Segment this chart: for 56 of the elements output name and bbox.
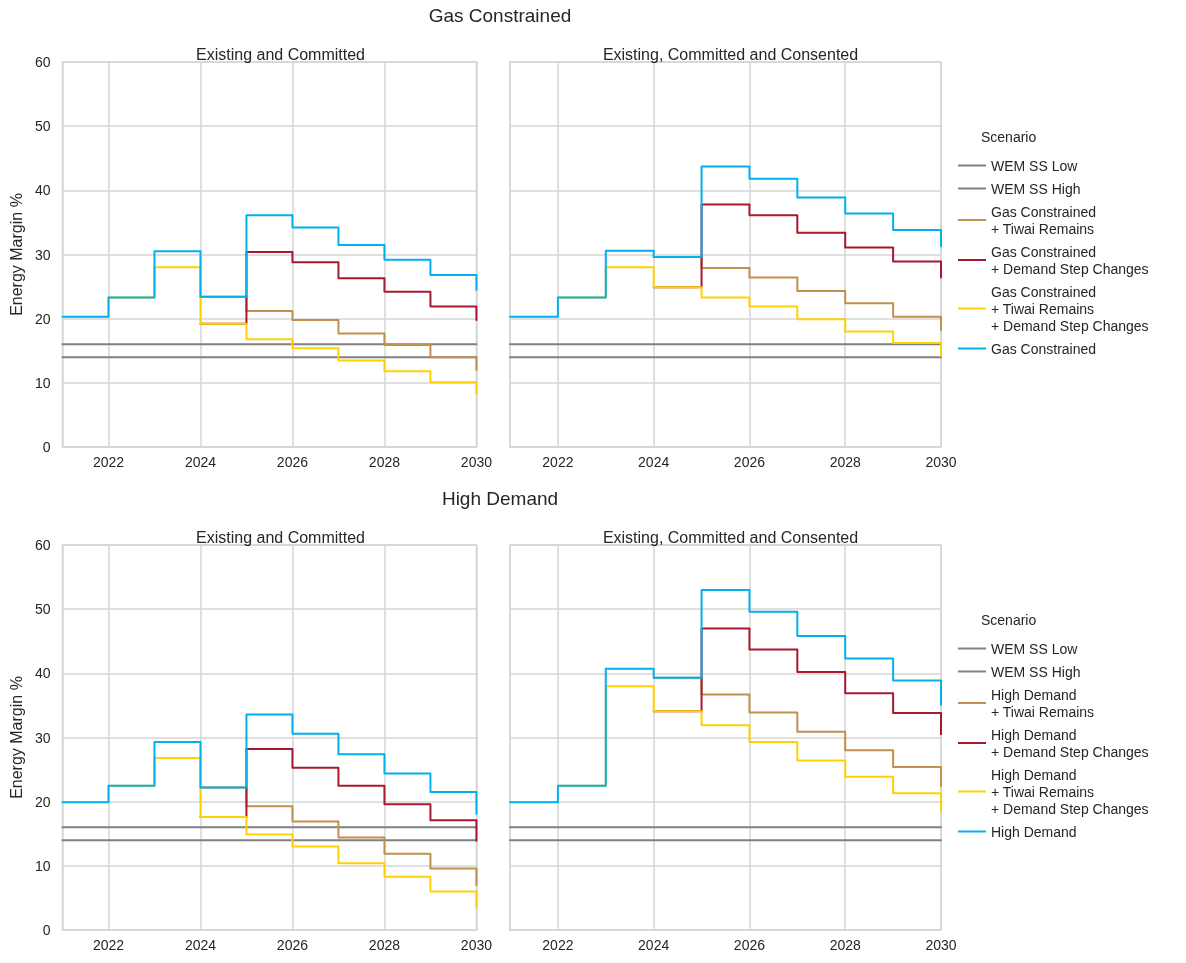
x-tick-label: 2028 xyxy=(829,454,861,470)
x-tick-label: 2030 xyxy=(460,937,493,953)
legend-label: WEM SS Low xyxy=(991,640,1079,657)
y-tick-label: 0 xyxy=(42,922,51,938)
y-axis-title: Energy Margin % xyxy=(7,193,25,316)
legend-title: Scenario xyxy=(981,129,1037,145)
chart-title: High Demand xyxy=(440,488,560,510)
legend-title: Scenario xyxy=(981,612,1037,628)
chart-subtitle: Existing and Committed xyxy=(196,528,365,546)
legend-label: WEM SS High xyxy=(991,180,1081,197)
x-tick-label: 2028 xyxy=(368,937,401,953)
x-tick-label: 2028 xyxy=(368,454,401,470)
x-tick-label: 2026 xyxy=(733,937,766,953)
chart-subtitle: Existing and Committed xyxy=(196,45,365,63)
x-tick-label: 2022 xyxy=(542,937,574,953)
legend-label: High Demand + Demand Step Changes xyxy=(991,726,1149,760)
legend-label: Gas Constrained + Tiwai Remains + Demand Step Changes xyxy=(991,283,1149,334)
y-axis-title: Energy Margin % xyxy=(7,676,25,799)
legend-label: Gas Constrained xyxy=(991,340,1097,357)
x-tick-label: 2024 xyxy=(184,454,217,470)
y-tick-label: 60 xyxy=(34,54,51,70)
chart-title: Gas Constrained xyxy=(427,5,573,27)
x-tick-label: 2030 xyxy=(925,454,957,470)
y-tick-label: 60 xyxy=(34,537,51,553)
y-tick-label: 40 xyxy=(34,182,51,199)
legend-label: High Demand + Tiwai Remains + Demand Step Changes xyxy=(991,766,1149,817)
legend-label: WEM SS Low xyxy=(991,157,1079,174)
x-tick-label: 2026 xyxy=(733,454,766,470)
y-tick-label: 30 xyxy=(34,246,51,263)
chart-subtitle: Existing, Committed and Consented xyxy=(602,528,859,546)
x-tick-label: 2024 xyxy=(638,937,670,953)
legend-label: Gas Constrained + Tiwai Remains xyxy=(991,203,1097,237)
x-tick-label: 2026 xyxy=(276,454,309,470)
x-tick-label: 2024 xyxy=(638,454,670,470)
y-tick-label: 50 xyxy=(34,118,51,135)
chart-subtitle: Existing, Committed and Consented xyxy=(602,45,859,63)
y-tick-label: 0 xyxy=(42,439,51,455)
x-tick-label: 2030 xyxy=(460,454,493,470)
y-tick-label: 10 xyxy=(34,374,51,391)
x-tick-label: 2024 xyxy=(184,937,217,953)
x-tick-label: 2026 xyxy=(276,937,309,953)
legend-label: WEM SS High xyxy=(991,663,1081,680)
y-tick-label: 10 xyxy=(34,857,51,874)
x-tick-label: 2030 xyxy=(925,937,957,953)
y-tick-label: 50 xyxy=(34,601,51,618)
x-tick-label: 2028 xyxy=(829,937,861,953)
y-tick-label: 20 xyxy=(34,793,51,810)
legend-label: High Demand + Tiwai Remains xyxy=(991,686,1095,720)
y-tick-label: 40 xyxy=(34,665,51,682)
legend-label: Gas Constrained + Demand Step Changes xyxy=(991,243,1149,277)
legend-label: High Demand xyxy=(991,823,1077,840)
y-tick-label: 30 xyxy=(34,729,51,746)
x-tick-label: 2022 xyxy=(92,454,125,470)
x-tick-label: 2022 xyxy=(542,454,574,470)
x-tick-label: 2022 xyxy=(92,937,125,953)
y-tick-label: 20 xyxy=(34,310,51,327)
